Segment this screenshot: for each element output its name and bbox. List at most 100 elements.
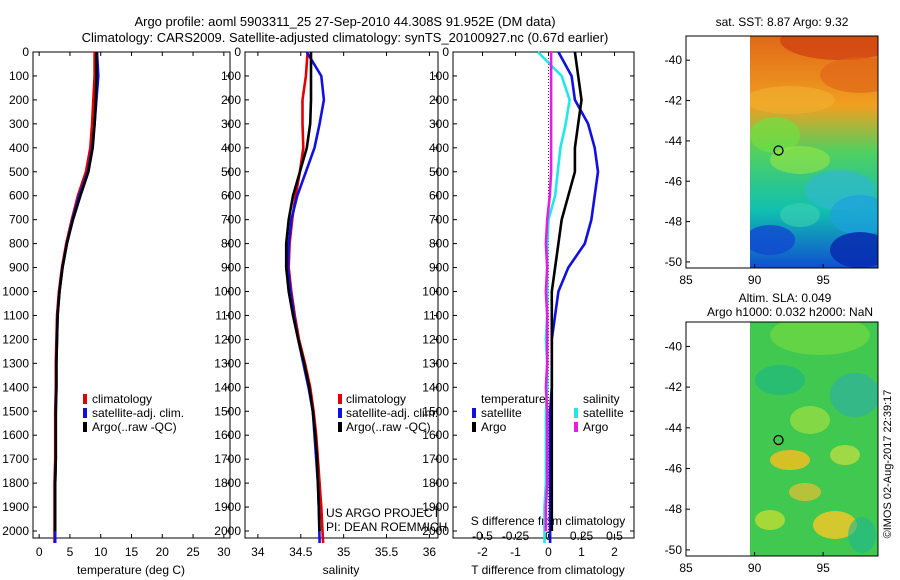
map-lon-tick-label: 85: [679, 273, 693, 287]
sla-map-title1: Altim. SLA: 0.049: [739, 291, 832, 305]
depth-tick-label: 800: [9, 237, 29, 251]
salinity-xlabel: salinity: [323, 563, 360, 577]
x-tick-label: 15: [125, 545, 139, 559]
sla-map-title2: Argo h1000: 0.032 h2000: NaN: [707, 305, 873, 319]
legend-swatch-climatology: [83, 394, 87, 404]
legend-title-temperature: temperature: [481, 392, 546, 406]
depth-tick-label: 1600: [2, 428, 29, 442]
x-tick-label: 2: [611, 545, 618, 559]
depth-tick-label: 200: [221, 93, 241, 107]
s-difference-label: S difference from climatology: [471, 514, 626, 528]
sst-map: -40 -42 -44 -46 -48 -50 85 90 95: [665, 35, 879, 287]
depth-tick-label: 1500: [2, 404, 29, 418]
series-line-argo-raw-qc: [53, 52, 98, 531]
map-lat-tick-label: -48: [665, 502, 683, 516]
depth-tick-label: 500: [9, 165, 29, 179]
map-lat-tick-label: -46: [665, 462, 683, 476]
depth-tick-label: 100: [429, 69, 449, 83]
depth-tick-label: 0: [234, 45, 241, 59]
depth-tick-label: 600: [221, 189, 241, 203]
depth-tick-label: 1300: [422, 356, 449, 370]
x-tick-label: 20: [156, 545, 170, 559]
temperature-series: [53, 51, 100, 543]
legend-swatch-satellite: [83, 408, 87, 418]
x-tick-label: 10: [94, 545, 108, 559]
depth-tick-label: 1300: [2, 356, 29, 370]
depth-tick-label: 500: [429, 165, 449, 179]
depth-tick-label: 1200: [2, 332, 29, 346]
credit-project: US ARGO PROJECT: [326, 506, 441, 520]
legend-label-satellite: satellite-adj. clim.: [346, 406, 438, 420]
depth-tick-label: 1900: [422, 500, 449, 514]
sla-map-ticks: -40 -42 -44 -46 -48 -50 85 90 95: [665, 339, 830, 575]
depth-tick-label: 400: [429, 141, 449, 155]
depth-tick-label: 100: [221, 69, 241, 83]
sla-map-field: [750, 322, 878, 556]
depth-tick-label: 600: [429, 189, 449, 203]
map-lon-tick-label: 85: [679, 561, 693, 575]
x-tick-label: 34.5: [289, 545, 313, 559]
depth-tick-label: 1200: [422, 332, 449, 346]
depth-tick-label: 1100: [423, 308, 449, 322]
depth-axis-ticks: 0 0 0 100 100 100 200 200 200 300 300 300 400 400 400 5…: [2, 45, 634, 538]
depth-tick-label: 100: [9, 69, 29, 83]
legend-title-salinity: salinity: [583, 392, 620, 406]
map-lat-tick-label: -46: [665, 174, 683, 188]
depth-tick-label: 1300: [214, 356, 241, 370]
t-difference-ticks: -2 -1 0 1 2: [477, 534, 618, 559]
depth-tick-label: 1200: [214, 332, 241, 346]
depth-tick-label: 400: [221, 141, 241, 155]
temperature-legend: climatology satellite-adj. clim. Argo(..…: [83, 392, 184, 434]
depth-tick-label: 2000: [2, 524, 29, 538]
depth-tick-label: 1600: [214, 428, 241, 442]
figure-title-line2: Climatology: CARS2009. Satellite-adjuste…: [82, 30, 609, 45]
legend-swatch-t-satellite: [472, 408, 476, 418]
legend-label-satellite: satellite-adj. clim.: [92, 406, 184, 420]
depth-tick-label: 1400: [422, 380, 449, 394]
legend-label-s-argo: Argo: [583, 420, 609, 434]
map-lat-tick-label: -40: [665, 53, 683, 67]
depth-tick-label: 1600: [422, 428, 449, 442]
depth-tick-label: 1100: [215, 308, 241, 322]
series-line-climatology: [53, 52, 96, 543]
sla-map: -40 -42 -44 -46 -48 -50 85 90 95: [665, 321, 879, 575]
depth-tick-label: 1800: [422, 476, 449, 490]
x-tick-label: -1: [510, 545, 521, 559]
depth-tick-label: 1000: [2, 285, 29, 299]
depth-tick-label: 1900: [214, 500, 241, 514]
difference-panel-frame: [452, 51, 635, 539]
depth-tick-label: 1100: [3, 308, 29, 322]
legend-label-t-satellite: satellite: [481, 406, 522, 420]
legend-label-argo: Argo(..raw -QC): [346, 420, 431, 434]
legend-swatch-s-argo: [574, 422, 578, 432]
legend-swatch-satellite: [338, 408, 342, 418]
map-lat-tick-label: -42: [665, 380, 683, 394]
map-lat-tick-label: -42: [665, 94, 683, 108]
salinity-panel-frame: [244, 51, 439, 539]
t-difference-xlabel: T difference from climatology: [471, 563, 625, 577]
legend-label-climatology: climatology: [346, 392, 406, 406]
depth-tick-label: 1800: [214, 476, 241, 490]
map-lon-tick-label: 90: [748, 561, 762, 575]
float-position-marker: [773, 434, 784, 446]
depth-tick-label: 1700: [2, 452, 29, 466]
temperature-panel-frame: [32, 51, 231, 539]
float-position-marker: [773, 145, 784, 156]
depth-tick-label: 800: [429, 237, 449, 251]
depth-tick-label: 900: [9, 261, 29, 275]
depth-tick-label: 700: [429, 213, 449, 227]
series-line-temperature-satellite: [548, 51, 600, 543]
salinity-x-ticks: 34 34.5 35 35.5 36: [251, 52, 436, 559]
salinity-legend: climatology satellite-adj. clim. Argo(..…: [338, 392, 438, 434]
depth-tick-label: 900: [221, 261, 241, 275]
series-line-salinity-satellite: [536, 51, 571, 543]
depth-tick-label: 800: [221, 237, 241, 251]
depth-tick-label: 1800: [2, 476, 29, 490]
series-line-argo-raw-qc: [284, 52, 321, 532]
x-tick-label: 35: [337, 545, 351, 559]
x-tick-label: 5: [67, 545, 74, 559]
depth-tick-label: 300: [221, 117, 241, 131]
x-tick-label: 30: [217, 545, 231, 559]
x-tick-label: 0: [36, 545, 43, 559]
depth-tick-label: 300: [9, 117, 29, 131]
